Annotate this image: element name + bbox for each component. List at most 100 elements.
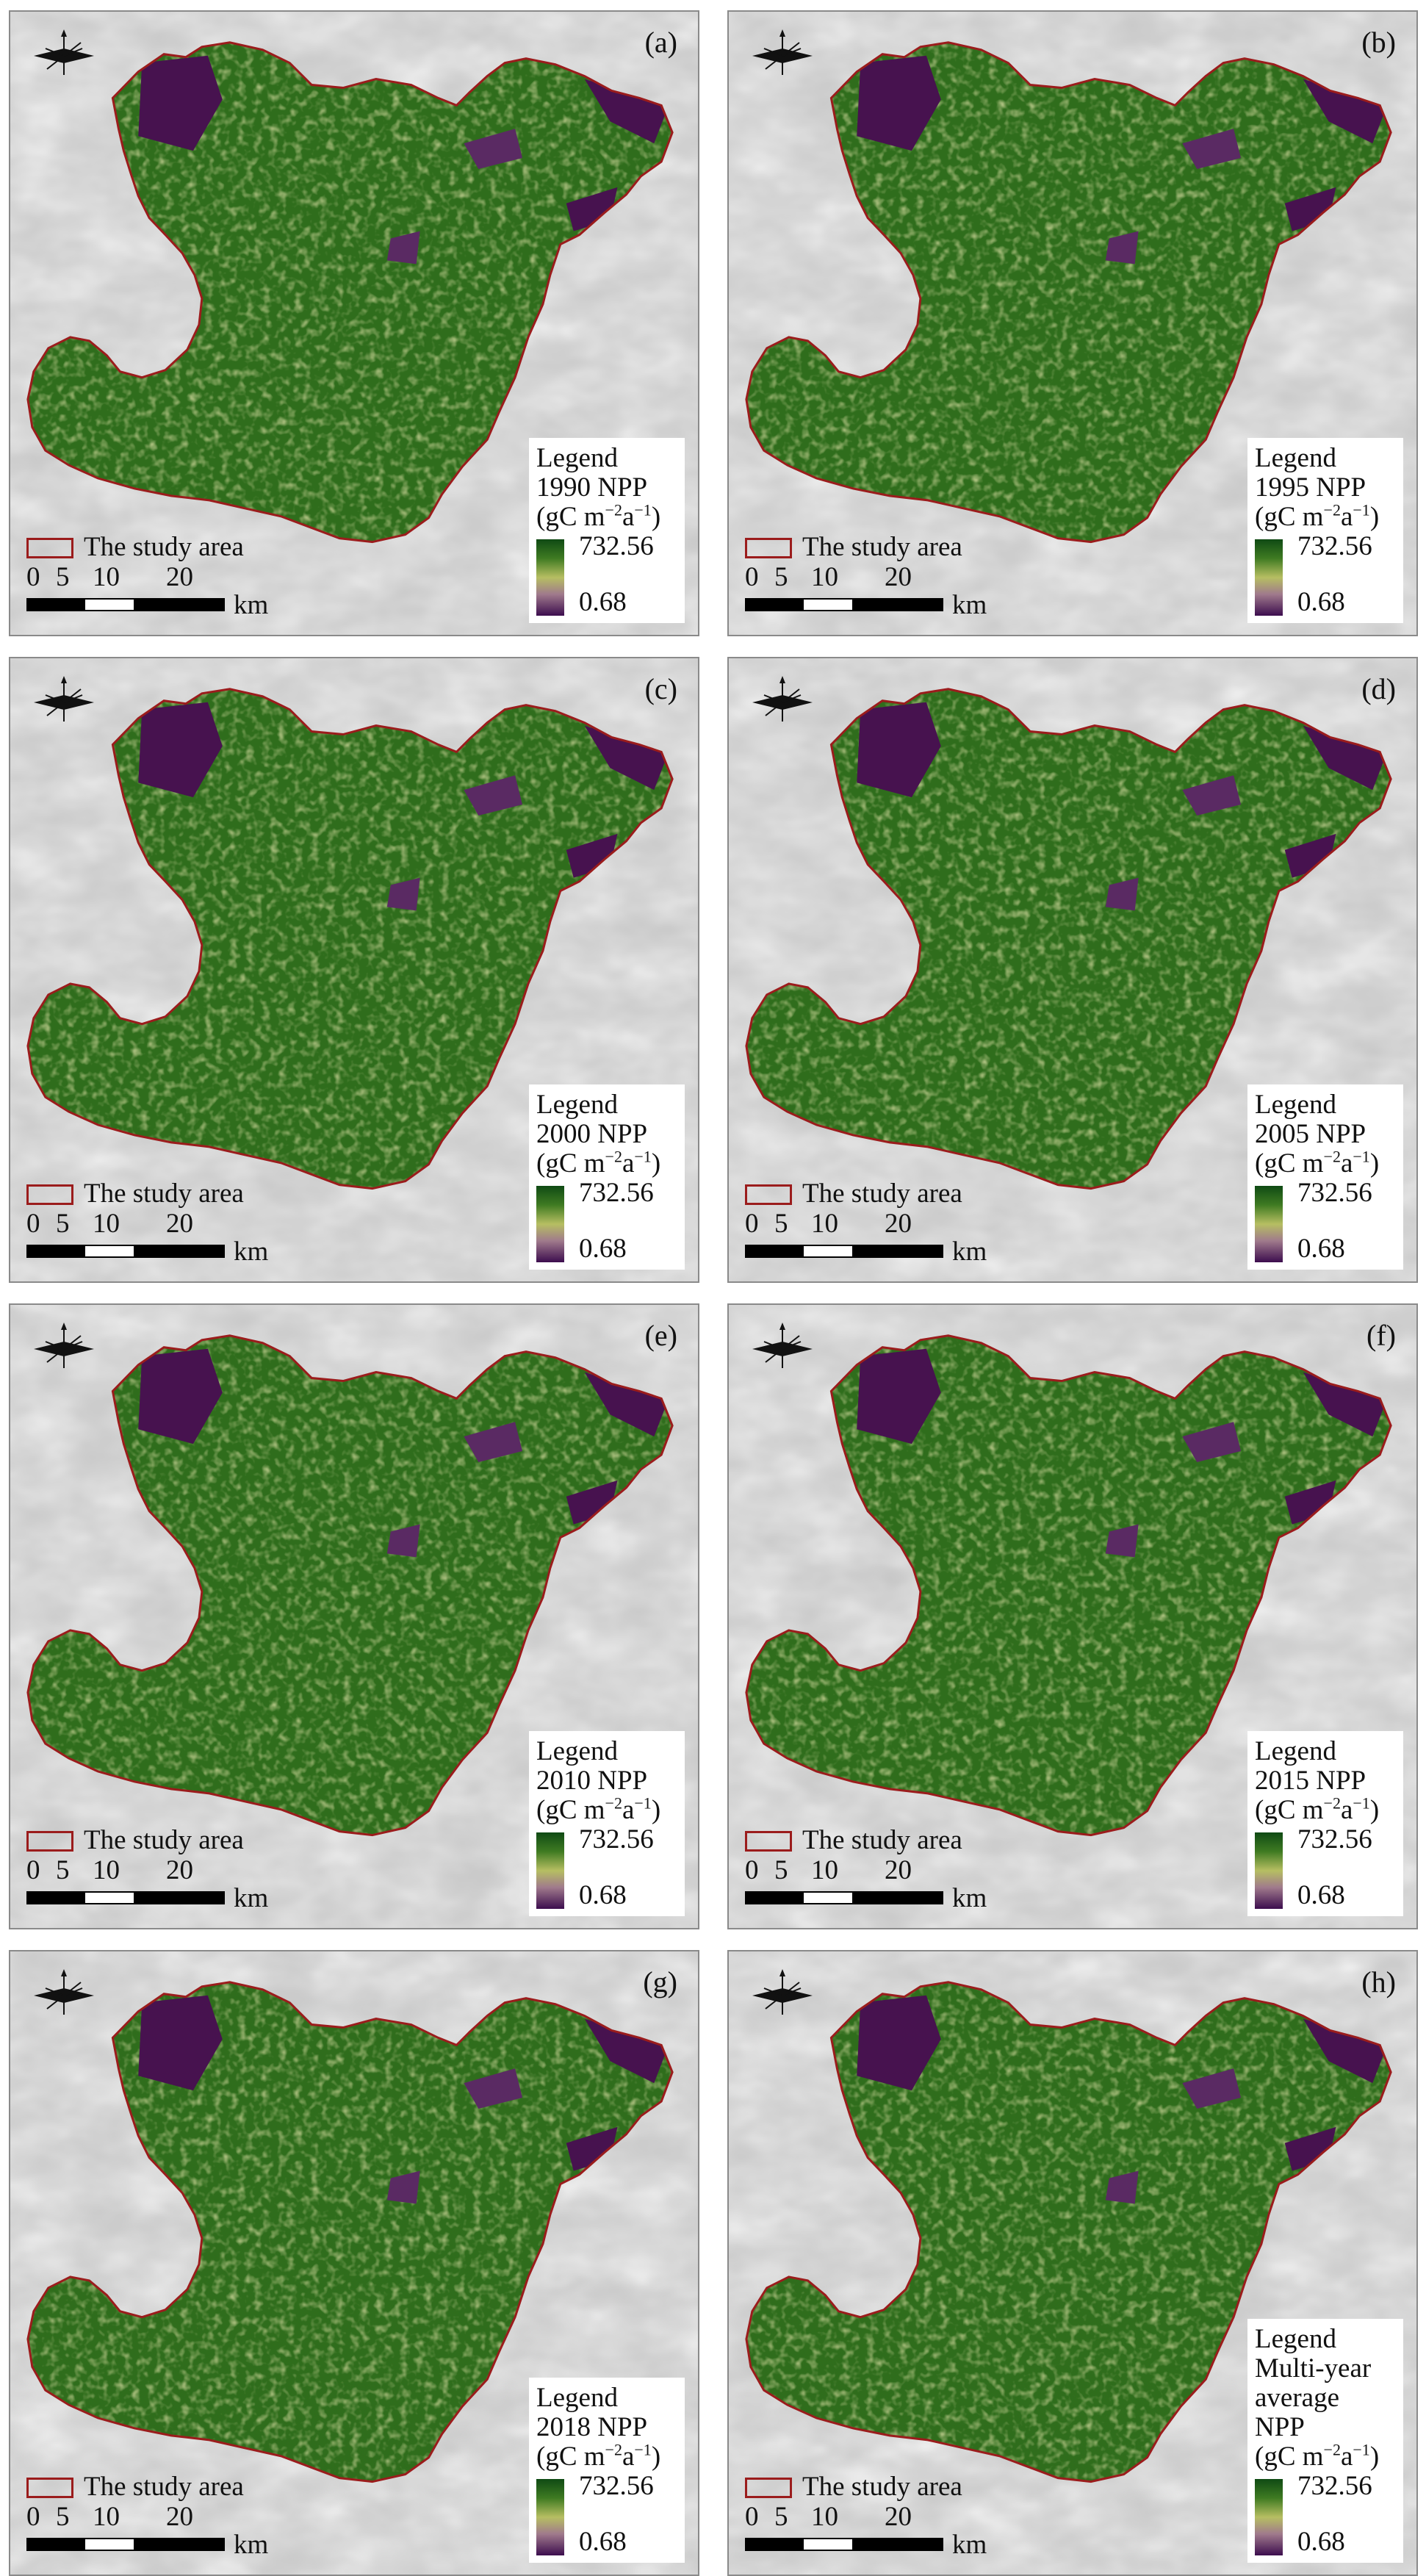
unit-mid: a xyxy=(1340,1795,1353,1825)
legend-title: Legend xyxy=(1255,1090,1336,1120)
unit-exponent-1: −2 xyxy=(1323,1794,1341,1813)
scale-tick: 20 xyxy=(166,1855,193,1885)
scale-unit: km xyxy=(234,1883,269,1913)
legend-title: Legend xyxy=(536,1090,618,1120)
panel-label: (e) xyxy=(644,1319,677,1352)
unit-exponent-2: −1 xyxy=(634,1147,652,1166)
north-arrow-icon xyxy=(752,1323,813,1368)
north-arrow-icon xyxy=(34,1969,94,2015)
scale-bar-graphic xyxy=(26,1891,225,1904)
legend-unit: (gC m−2a−1) xyxy=(536,502,677,532)
panel-label: (f) xyxy=(1366,1319,1396,1352)
map-panel-c: (c) Legend 2000 NPP (gC m−2a−1) 732.56 0.68 Th… xyxy=(9,657,699,1283)
scale-tick: 20 xyxy=(885,1209,912,1239)
map-panel-g: (g) Legend 2018 NPP (gC m−2a−1) 732.56 0.68 Th… xyxy=(9,1950,699,2576)
legend-ramp: 732.56 0.68 xyxy=(536,2472,677,2558)
scale-bar: 0 5 10 20 km xyxy=(26,2501,276,2564)
unit-prefix: (gC m xyxy=(1255,2442,1324,2472)
unit-suffix: ) xyxy=(1369,1795,1380,1825)
unit-suffix: ) xyxy=(1369,1148,1380,1179)
legend-layer-title: 2018 NPP xyxy=(536,2412,648,2442)
unit-exponent-1: −2 xyxy=(1323,1147,1341,1166)
legend-ramp: 732.56 0.68 xyxy=(536,1179,677,1265)
legend-title: Legend xyxy=(536,1736,618,1766)
study-area-label: The study area xyxy=(802,1179,962,1209)
study-area-swatch xyxy=(26,2478,73,2498)
scale-unit: km xyxy=(952,1883,987,1913)
ramp-min-value: 0.68 xyxy=(579,1234,627,1264)
unit-exponent-2: −1 xyxy=(634,1794,652,1813)
unit-prefix: (gC m xyxy=(536,1148,605,1179)
scale-bar-graphic xyxy=(745,1891,943,1904)
north-arrow-icon xyxy=(34,676,94,722)
study-area-swatch xyxy=(26,1184,73,1205)
legend-layer-title: 1995 NPP xyxy=(1255,472,1366,503)
scale-tick: 20 xyxy=(166,562,193,592)
study-area-swatch xyxy=(745,2478,792,2498)
study-area-legend: The study area xyxy=(745,2471,962,2503)
map-panel-a: (a) Legend 1990 NPP (gC m−2a−1) 732.56 0.68 Th… xyxy=(9,10,699,636)
unit-prefix: (gC m xyxy=(536,502,605,532)
panel-label: (a) xyxy=(644,26,677,59)
panel-label: (h) xyxy=(1361,1965,1396,1998)
legend-ramp: 732.56 0.68 xyxy=(1255,532,1396,619)
legend-ramp: 732.56 0.68 xyxy=(536,1825,677,1912)
unit-prefix: (gC m xyxy=(1255,1795,1324,1825)
scale-bar-graphic xyxy=(745,1245,943,1258)
legend-layer-title: 2005 NPP xyxy=(1255,1119,1366,1149)
legend-title: Legend xyxy=(1255,1736,1336,1766)
study-area-boundary xyxy=(745,688,1392,1190)
study-area-boundary xyxy=(26,41,674,544)
ramp-min-value: 0.68 xyxy=(1297,587,1345,617)
study-area-swatch xyxy=(26,1831,73,1852)
scale-tick: 10 xyxy=(93,2502,120,2532)
scale-tick: 20 xyxy=(885,1855,912,1885)
unit-exponent-2: −1 xyxy=(1353,2440,1370,2459)
scale-unit: km xyxy=(952,590,987,620)
unit-mid: a xyxy=(622,2442,635,2472)
legend-unit: (gC m−2a−1) xyxy=(1255,2442,1396,2472)
scale-unit: km xyxy=(234,590,269,620)
legend-layer-title: 1990 NPP xyxy=(536,472,648,503)
legend-ramp: 732.56 0.68 xyxy=(536,532,677,619)
study-area-label: The study area xyxy=(802,532,962,562)
map-panel-e: (e) Legend 2010 NPP (gC m−2a−1) 732.56 0.68 Th… xyxy=(9,1303,699,1929)
unit-suffix: ) xyxy=(651,502,661,532)
scale-tick: 0 xyxy=(745,1855,759,1885)
unit-exponent-2: −1 xyxy=(1353,1794,1370,1813)
legend-unit: (gC m−2a−1) xyxy=(536,1147,677,1179)
scale-tick: 10 xyxy=(811,1855,838,1885)
scale-bar-graphic xyxy=(26,598,225,611)
legend-box: Legend 2018 NPP (gC m−2a−1) 732.56 0.68 xyxy=(529,2378,685,2563)
legend-ramp: 732.56 0.68 xyxy=(1255,2472,1396,2558)
unit-exponent-1: −2 xyxy=(1323,2440,1341,2459)
study-area-boundary xyxy=(26,1334,674,1837)
scale-tick: 0 xyxy=(745,562,759,592)
unit-prefix: (gC m xyxy=(1255,502,1324,532)
map-panel-b: (b) Legend 1995 NPP (gC m−2a−1) 732.56 0.68 Th… xyxy=(727,10,1418,636)
legend-box: Legend 1995 NPP (gC m−2a−1) 732.56 0.68 xyxy=(1247,438,1403,623)
legend-unit: (gC m−2a−1) xyxy=(1255,1147,1396,1179)
unit-exponent-2: −1 xyxy=(1353,500,1370,519)
scale-tick: 20 xyxy=(885,2502,912,2532)
ramp-min-value: 0.68 xyxy=(1297,1880,1345,1910)
ramp-max-value: 732.56 xyxy=(579,1824,654,1854)
scale-tick: 5 xyxy=(774,2502,788,2532)
color-ramp xyxy=(536,1186,564,1262)
unit-mid: a xyxy=(1340,1148,1353,1179)
study-area-swatch xyxy=(26,538,73,558)
legend-layer-title: 2000 NPP xyxy=(536,1119,648,1149)
scale-bar-graphic xyxy=(745,598,943,611)
ramp-max-value: 732.56 xyxy=(579,2471,654,2501)
study-area-swatch xyxy=(745,1184,792,1205)
ramp-max-value: 732.56 xyxy=(579,531,654,561)
scale-tick: 5 xyxy=(56,2502,70,2532)
scale-unit: km xyxy=(952,2530,987,2560)
scale-tick: 5 xyxy=(56,1209,70,1239)
panel-label: (d) xyxy=(1361,672,1396,705)
study-area-legend: The study area xyxy=(745,1178,962,1209)
legend-title: Legend xyxy=(1255,2324,1336,2354)
legend-layer-title: Multi-year xyxy=(1255,2353,1372,2383)
study-area-legend: The study area xyxy=(26,531,244,563)
study-area-map xyxy=(10,1305,698,1928)
